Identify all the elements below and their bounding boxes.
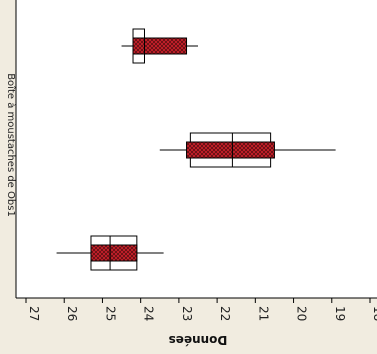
iqr-box — [90, 244, 138, 262]
iqr-box — [132, 37, 188, 55]
x-tick-label: 26 — [65, 306, 79, 321]
x-axis-title: Données — [169, 333, 228, 347]
x-tick-label: 19 — [333, 306, 347, 321]
x-tick-label: 27 — [27, 306, 41, 321]
x-tick-label: 21 — [256, 306, 270, 321]
box-group — [159, 132, 336, 168]
x-tick-label: 18 — [371, 306, 377, 321]
box-group — [121, 28, 198, 64]
iqr-box — [186, 141, 275, 159]
x-tick-label: 24 — [142, 306, 156, 321]
x-tick-label: 23 — [180, 306, 194, 321]
x-tick-label: 20 — [295, 306, 309, 321]
x-tick-label: 22 — [218, 306, 232, 321]
x-tick-label: 25 — [103, 306, 117, 321]
side-label: Boîte à moustaches de Obs1 — [5, 73, 17, 217]
box-group — [56, 235, 164, 271]
